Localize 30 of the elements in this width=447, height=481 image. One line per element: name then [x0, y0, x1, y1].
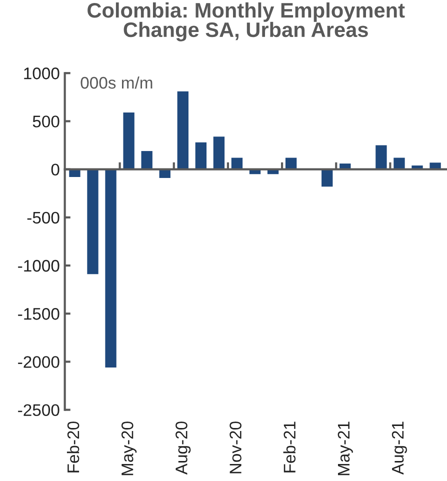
bar [141, 151, 152, 170]
x-tick-label: Feb-21 [283, 422, 296, 472]
y-tick-label: 500 [32, 116, 60, 128]
y-tick-label: -2000 [18, 356, 60, 368]
bar [430, 162, 441, 170]
bar [87, 169, 98, 274]
y-tick-label: 1000 [24, 68, 60, 80]
y-tick-label: 0 [51, 164, 60, 176]
x-tick-label: May-21 [338, 422, 353, 476]
x-tick-label: Aug-20 [176, 422, 191, 475]
y-tick-label: -500 [27, 212, 60, 224]
y-tick-label: -1500 [18, 308, 60, 320]
bar [394, 158, 405, 170]
bar [376, 145, 387, 170]
y-tick-label: -2500 [18, 404, 60, 416]
bar [285, 158, 297, 170]
x-tick-label: Aug-21 [392, 422, 407, 475]
y-tick-label: -1000 [18, 260, 60, 272]
bar [105, 169, 116, 368]
x-tick-label: May-20 [121, 422, 137, 476]
bar [231, 158, 243, 170]
x-tick-label: Feb-20 [66, 422, 80, 472]
bar [123, 112, 134, 170]
x-tick-label: Nov-20 [230, 422, 242, 474]
chart-title: Colombia: Monthly Employment Change SA, Urban Areas [88, 2, 405, 42]
bar [195, 142, 207, 170]
bar [177, 91, 188, 170]
bar [322, 169, 333, 187]
bar [213, 136, 225, 170]
y-axis-title: 000s m/m [80, 76, 152, 89]
